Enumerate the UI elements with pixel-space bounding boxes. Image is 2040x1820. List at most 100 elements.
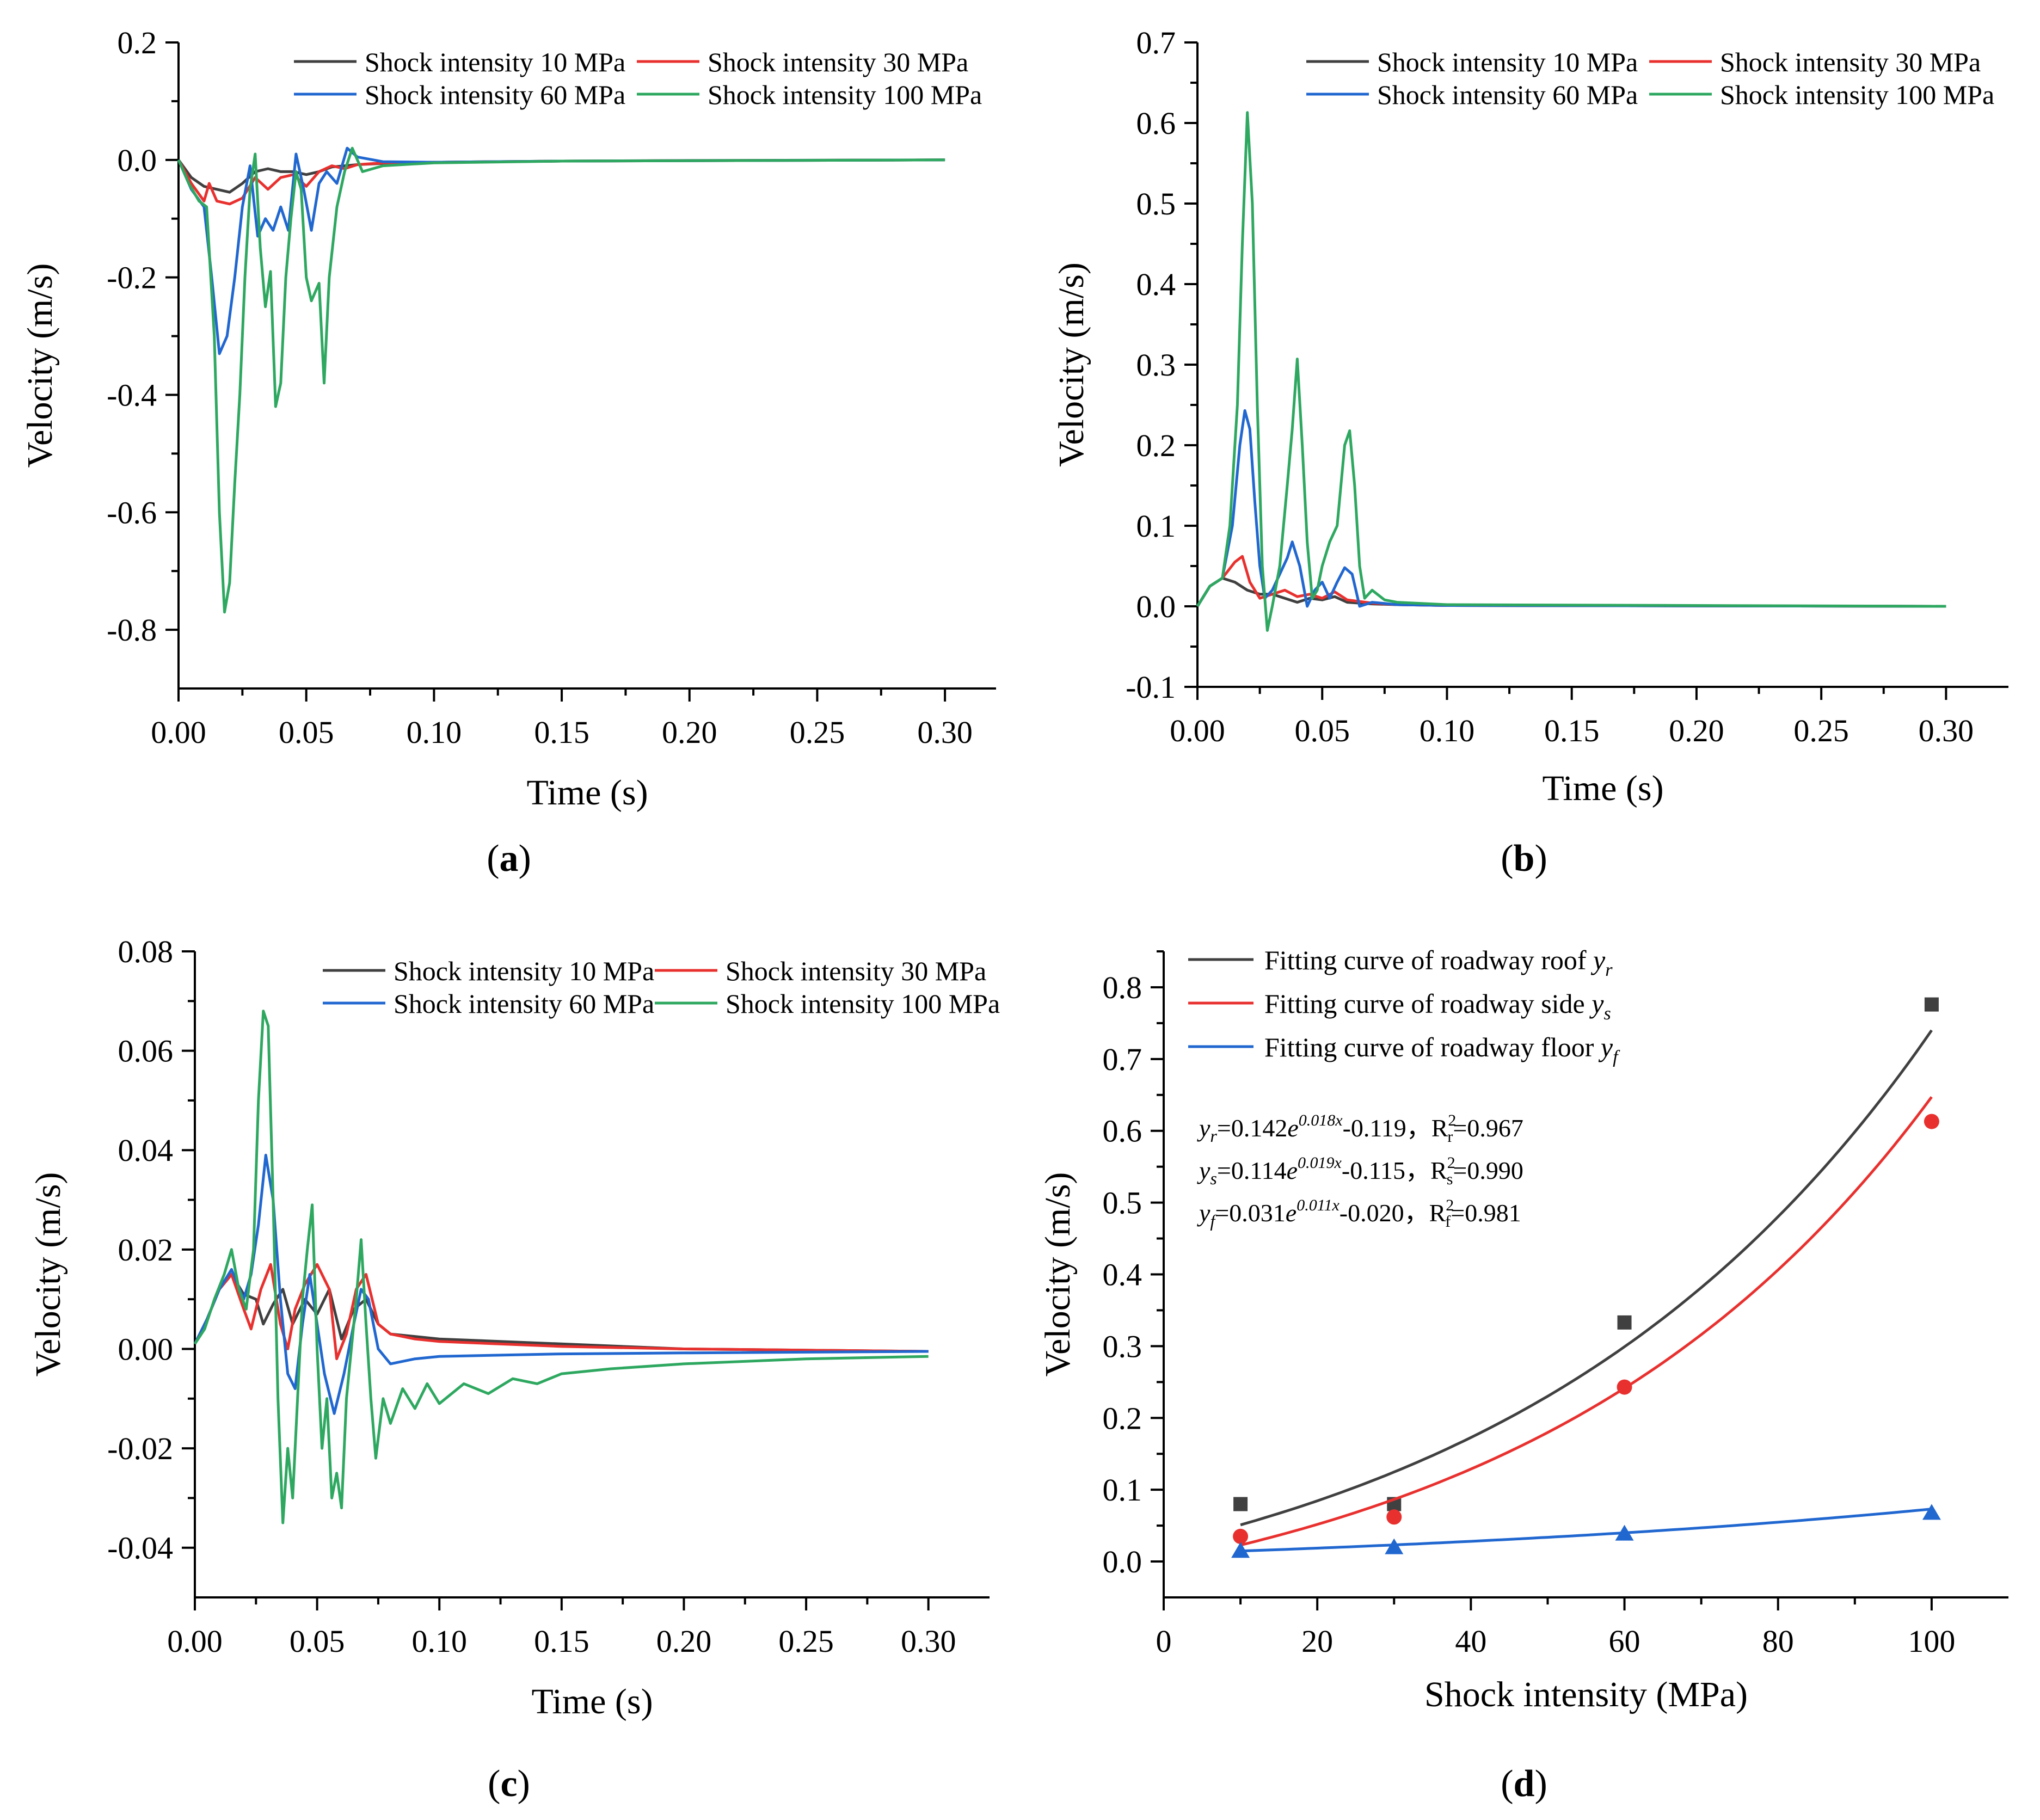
fit-curve-r <box>1240 1029 1933 1527</box>
y-tick-label: -0.8 <box>107 612 157 648</box>
y-tick-label: 0.5 <box>1136 186 1176 222</box>
fit-equation: yr=0.142e0.018x-0.119，R2 r=0.967 <box>1197 1111 1523 1146</box>
fit-equation: ys=0.114e0.019x-0.115，R2 s=0.990 <box>1197 1154 1523 1188</box>
x-axis-title: Time (s) <box>1542 768 1663 808</box>
y-tick-label: 0.2 <box>1103 1400 1142 1436</box>
panel-label: (a) <box>487 838 531 880</box>
x-tick-label: 0.10 <box>1420 713 1475 748</box>
y-tick-label: 0.3 <box>1136 347 1176 383</box>
y-tick-label: 0.00 <box>118 1331 174 1367</box>
y-tick-label: 0.2 <box>1136 428 1176 463</box>
data-point-triangle <box>1615 1524 1634 1541</box>
y-tick-label: 0.5 <box>1103 1185 1142 1221</box>
x-tick-label: 0.10 <box>411 1624 467 1659</box>
x-tick-label: 80 <box>1762 1624 1794 1659</box>
x-tick-label: 0.20 <box>662 715 717 750</box>
legend-label: Shock intensity 60 MPa <box>394 988 654 1019</box>
fit-equation: yf=0.031e0.011x-0.020，R2 f=0.981 <box>1197 1196 1521 1231</box>
x-tick-label: 0.30 <box>1919 713 1974 748</box>
y-tick-label: 0.1 <box>1103 1472 1142 1508</box>
data-point-circle <box>1386 1509 1402 1525</box>
panel-label: (c) <box>488 1763 530 1805</box>
y-tick-label: 0.0 <box>118 143 157 178</box>
x-tick-label: 0.05 <box>290 1624 345 1659</box>
legend-label: Fitting curve of roadway roof yr <box>1264 945 1613 980</box>
series-line-4 <box>193 1010 929 1524</box>
panel-label: (b) <box>1501 838 1547 880</box>
y-tick-label: 0.6 <box>1136 106 1176 141</box>
x-tick-label: 0.20 <box>656 1624 712 1659</box>
legend-label: Shock intensity 100 MPa <box>726 988 1000 1019</box>
x-tick-label: 0.20 <box>1669 713 1724 748</box>
y-tick-label: 0.7 <box>1103 1042 1142 1077</box>
y-tick-label: 0.1 <box>1136 508 1176 544</box>
y-axis-title: Velocity (m/s) <box>1052 262 1091 467</box>
y-tick-label: 0.06 <box>118 1034 174 1069</box>
x-tick-label: 0.00 <box>151 715 206 750</box>
legend-label: Shock intensity 60 MPa <box>365 79 625 110</box>
y-tick-label: 0.4 <box>1103 1257 1142 1293</box>
y-axis-title: Velocity (m/s) <box>28 1172 68 1377</box>
legend-label: Shock intensity 10 MPa <box>365 47 625 77</box>
data-point-triangle <box>1385 1538 1404 1554</box>
legend-label: Shock intensity 30 MPa <box>726 956 986 986</box>
y-tick-label: -0.1 <box>1126 669 1176 705</box>
y-tick-label: -0.2 <box>107 260 157 296</box>
x-tick-label: 0.30 <box>901 1624 956 1659</box>
fit-curve-s <box>1240 1096 1933 1547</box>
series-line-2 <box>177 158 945 206</box>
legend-label: Shock intensity 30 MPa <box>1720 47 1981 77</box>
legend-label: Shock intensity 100 MPa <box>708 79 982 110</box>
y-tick-label: 0.4 <box>1136 267 1176 302</box>
data-point-square <box>1233 1497 1248 1511</box>
chart-panel-a: 0.00 0.05 0.10 0.15 0.20 0.25 0.30 0.2 0.0 -0.2 -0… <box>20 25 996 880</box>
x-tick-label: 0.00 <box>167 1624 223 1659</box>
x-tick-label: 0.15 <box>1544 713 1600 748</box>
data-point-triangle <box>1231 1542 1250 1558</box>
data-point-square <box>1924 997 1939 1012</box>
x-axis-title: Shock intensity (MPa) <box>1424 1675 1748 1714</box>
y-tick-label: 0.02 <box>118 1232 174 1268</box>
y-tick-label: 0.0 <box>1136 589 1176 624</box>
x-tick-label: 0.15 <box>534 1624 589 1659</box>
legend-label: Shock intensity 60 MPa <box>1377 79 1638 110</box>
y-tick-label: -0.4 <box>107 377 157 413</box>
y-tick-label: 0.8 <box>1103 970 1142 1005</box>
x-tick-label: 40 <box>1455 1624 1486 1659</box>
legend-label: Shock intensity 30 MPa <box>708 47 968 77</box>
x-axis-title: Time (s) <box>531 1682 653 1721</box>
fit-curve-f <box>1240 1508 1932 1553</box>
series-line-4 <box>1196 111 1946 632</box>
x-tick-label: 0.25 <box>1793 713 1849 748</box>
y-tick-label: 0.3 <box>1103 1329 1142 1364</box>
chart-panel-c: 0.00 0.05 0.10 0.15 0.20 0.25 0.30 0.08 0.06 0.04… <box>28 934 1000 1805</box>
x-tick-label: 0.15 <box>534 715 589 750</box>
y-tick-label: 0.04 <box>118 1133 174 1168</box>
data-point-square <box>1617 1315 1632 1330</box>
data-point-circle <box>1233 1528 1249 1544</box>
x-tick-label: 20 <box>1301 1624 1333 1659</box>
chart-panel-d: 0 20 40 60 80 100 0.0 0.1 0.2 0.3 0.4 0.5 0.6 0.7 0.8 S… <box>1038 945 2008 1805</box>
y-axis-title: Velocity (m/s) <box>20 263 60 468</box>
x-tick-label: 0.05 <box>279 715 334 750</box>
data-point-circle <box>1924 1114 1939 1129</box>
data-point-triangle <box>1922 1504 1941 1520</box>
x-tick-label: 0.30 <box>917 715 973 750</box>
x-tick-label: 0.25 <box>778 1624 834 1659</box>
y-tick-label: 0.08 <box>118 934 174 969</box>
x-tick-label: 0.10 <box>407 715 462 750</box>
y-tick-label: -0.02 <box>107 1431 173 1466</box>
legend-label: Fitting curve of roadway side ys <box>1264 988 1611 1024</box>
x-axis-title: Time (s) <box>526 773 648 813</box>
legend-label: Shock intensity 10 MPa <box>394 956 654 986</box>
series-line-4 <box>177 146 945 614</box>
x-tick-label: 0.25 <box>790 715 845 750</box>
y-tick-label: -0.04 <box>107 1530 173 1566</box>
legend-label: Shock intensity 10 MPa <box>1377 47 1638 77</box>
y-tick-label: 0.6 <box>1103 1114 1142 1149</box>
x-tick-label: 0.00 <box>1170 713 1225 748</box>
series-line-3 <box>193 1153 929 1415</box>
y-tick-label: 0.0 <box>1103 1544 1142 1579</box>
x-tick-label: 100 <box>1908 1624 1955 1659</box>
chart-panel-b: 0.00 0.05 0.10 0.15 0.20 0.25 0.30 0.7 0.6 0.5 0.4… <box>1052 25 2008 880</box>
